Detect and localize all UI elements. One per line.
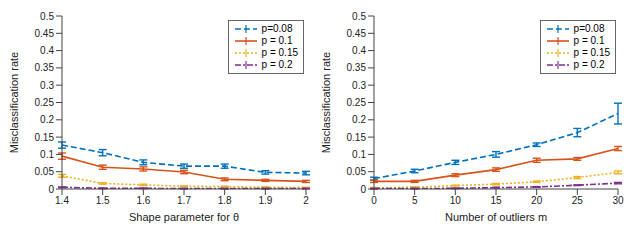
- svg-text:1.4: 1.4: [55, 195, 69, 206]
- svg-text:1.8: 1.8: [218, 195, 232, 206]
- svg-text:25: 25: [572, 195, 584, 206]
- svg-text:0.3: 0.3: [40, 80, 54, 91]
- svg-text:0.25: 0.25: [35, 97, 55, 108]
- svg-text:0.5: 0.5: [40, 11, 54, 22]
- svg-text:0.05: 0.05: [35, 166, 55, 177]
- svg-text:0.2: 0.2: [352, 114, 366, 125]
- svg-text:5: 5: [412, 195, 418, 206]
- html-text:p = 0.2: p = 0.2: [573, 59, 605, 70]
- html-text:p=0.08: p=0.08: [261, 23, 293, 34]
- svg-text:0: 0: [360, 184, 366, 195]
- svg-text:0.4: 0.4: [352, 45, 366, 56]
- svg-text:30: 30: [612, 195, 624, 206]
- svg-text:1.6: 1.6: [136, 195, 150, 206]
- svg-text:0.45: 0.45: [35, 28, 55, 39]
- svg-text:15: 15: [490, 195, 502, 206]
- svg-text:Misclassification rate: Misclassification rate: [8, 52, 20, 153]
- svg-text:0.35: 0.35: [347, 62, 367, 73]
- svg-text:0: 0: [371, 195, 377, 206]
- svg-text:20: 20: [531, 195, 543, 206]
- svg-text:0.35: 0.35: [35, 62, 55, 73]
- html-text:p=0.08: p=0.08: [573, 23, 605, 34]
- svg-text:0.15: 0.15: [35, 132, 55, 143]
- svg-text:1.9: 1.9: [258, 195, 272, 206]
- svg-text:10: 10: [450, 195, 462, 206]
- html-text:p = 0.15: p = 0.15: [573, 47, 610, 58]
- svg-text:0.3: 0.3: [352, 80, 366, 91]
- html-text:p = 0.15: p = 0.15: [261, 47, 298, 58]
- svg-text:1.7: 1.7: [177, 195, 191, 206]
- svg-text:2: 2: [303, 195, 309, 206]
- svg-text:0.25: 0.25: [347, 97, 367, 108]
- svg-text:0.4: 0.4: [40, 45, 54, 56]
- svg-text:0.05: 0.05: [347, 166, 367, 177]
- svg-text:0.45: 0.45: [347, 28, 367, 39]
- svg-text:0.1: 0.1: [352, 149, 366, 160]
- html-text:p = 0.1: p = 0.1: [261, 35, 293, 46]
- html-text:p = 0.1: p = 0.1: [573, 35, 605, 46]
- svg-text:Misclassification rate: Misclassification rate: [320, 52, 332, 153]
- svg-text:1.5: 1.5: [96, 195, 110, 206]
- html-text:p = 0.2: p = 0.2: [261, 59, 293, 70]
- svg-text:0.15: 0.15: [347, 132, 367, 143]
- svg-text:0.5: 0.5: [352, 11, 366, 22]
- svg-text:0: 0: [48, 184, 54, 195]
- svg-text:0.2: 0.2: [40, 114, 54, 125]
- svg-text:Shape parameter for θ: Shape parameter for θ: [129, 211, 239, 223]
- svg-text:Number of outliers m: Number of outliers m: [445, 211, 547, 223]
- svg-text:0.1: 0.1: [40, 149, 54, 160]
